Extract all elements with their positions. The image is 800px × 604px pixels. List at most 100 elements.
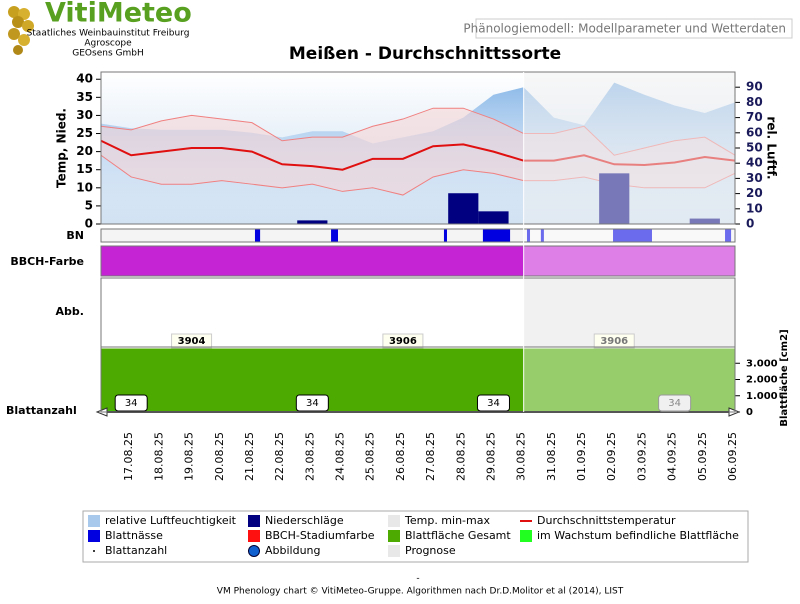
bn-segment bbox=[482, 229, 511, 242]
y-tick-label: 10 bbox=[76, 180, 93, 194]
legend-swatch bbox=[248, 530, 260, 542]
legend-swatch bbox=[88, 530, 100, 542]
row-label: BN bbox=[66, 229, 84, 242]
bn-segment bbox=[254, 229, 261, 242]
legend-swatch bbox=[388, 530, 400, 542]
panel-frame bbox=[100, 228, 736, 243]
y2-tick-label: 90 bbox=[746, 80, 763, 94]
x-tick-label: 24.08.25 bbox=[334, 432, 347, 481]
legend-swatch bbox=[248, 515, 260, 527]
y2-tick-label: 60 bbox=[746, 125, 763, 139]
y-tick-label: 0 bbox=[85, 217, 93, 231]
legend-label: Blattanzahl bbox=[105, 544, 167, 557]
x-tick-label: 22.08.25 bbox=[273, 432, 286, 481]
panel-frame bbox=[100, 346, 736, 413]
bn-segment bbox=[613, 229, 652, 242]
legend-swatch bbox=[520, 530, 532, 542]
bbch-band bbox=[101, 246, 735, 276]
chart: 05101520253035400102030405060708090Temp,… bbox=[6, 71, 790, 557]
x-tick-label: 31.08.25 bbox=[545, 432, 558, 481]
precip-bar bbox=[448, 193, 479, 224]
y-tick-label: 30 bbox=[76, 108, 93, 122]
leaf-count-label: 34 bbox=[125, 398, 138, 409]
leaf-label: 3904 bbox=[178, 336, 206, 347]
x-tick-label: 03.09.25 bbox=[635, 432, 648, 481]
legend-swatch bbox=[88, 515, 100, 527]
leaf-tick-label: 3.000 bbox=[746, 358, 778, 369]
y2-tick-label: 80 bbox=[746, 95, 763, 109]
legend-swatch bbox=[248, 545, 260, 557]
legend-swatch bbox=[388, 515, 400, 527]
bn-segment bbox=[331, 229, 338, 242]
y2-tick-label: 40 bbox=[746, 156, 763, 170]
y2-tick-label: 20 bbox=[746, 186, 763, 200]
leaf-label: 3906 bbox=[600, 336, 628, 347]
leaf-tick-label: 0 bbox=[746, 407, 753, 418]
forecast-overlay bbox=[523, 72, 735, 224]
leaf-label: 3906 bbox=[389, 336, 417, 347]
panel-frame bbox=[100, 71, 736, 225]
org: Staatliches Weinbauinstitut Freiburg bbox=[27, 29, 190, 39]
chart-title: Meißen - Durchschnittssorte bbox=[289, 44, 561, 64]
x-tick-label: 26.08.25 bbox=[394, 432, 407, 481]
precip-bar bbox=[297, 220, 328, 224]
x-tick-label: 06.09.25 bbox=[726, 432, 739, 481]
leaf-label-box bbox=[171, 333, 213, 349]
logo-text: VitiMeteo bbox=[45, 0, 192, 29]
y-tick-label: 35 bbox=[76, 90, 93, 104]
leaf-count-label: 34 bbox=[668, 398, 681, 409]
y-tick-label: 25 bbox=[76, 126, 93, 140]
leaf-count-box bbox=[476, 394, 510, 412]
leaf-tick-label: 1.000 bbox=[746, 391, 778, 402]
footnote: - bbox=[416, 574, 419, 584]
legend-label: BBCH-Stadiumfarbe bbox=[265, 529, 375, 542]
caption: Phänologiemodell: Modellparameter und We… bbox=[463, 22, 786, 36]
y-tick-label: 15 bbox=[76, 162, 93, 176]
legend-swatch bbox=[388, 545, 400, 557]
y2-tick-label: 70 bbox=[746, 110, 763, 124]
y2-axis-label: rel. Luftf. bbox=[765, 116, 779, 179]
x-tick-label: 19.08.25 bbox=[183, 432, 196, 481]
leaf-area bbox=[101, 348, 735, 412]
x-tick-label: 29.08.25 bbox=[484, 432, 497, 481]
y-tick-label: 40 bbox=[76, 72, 93, 86]
row-label: Abb. bbox=[56, 305, 84, 318]
x-tick-label: 18.08.25 bbox=[152, 432, 165, 481]
org: GEOsens GmbH bbox=[72, 49, 143, 59]
leaf-count-box bbox=[658, 394, 692, 412]
y-axis-label: Temp, Nied. bbox=[55, 108, 69, 188]
leaf-count-label: 34 bbox=[306, 398, 319, 409]
legend-label: im Wachstum befindliche Blattfläche bbox=[537, 529, 739, 542]
legend-label: Abbildung bbox=[265, 544, 321, 557]
x-tick-label: 04.09.25 bbox=[666, 432, 679, 481]
bn-segment bbox=[540, 229, 544, 242]
legend-label: Durchschnittstemperatur bbox=[537, 514, 676, 527]
leaf-label-box bbox=[382, 333, 424, 349]
bn-segment bbox=[443, 229, 447, 242]
legend-label: Prognose bbox=[405, 544, 456, 557]
y2-tick-label: 50 bbox=[746, 141, 763, 155]
legend-box bbox=[82, 510, 749, 563]
logo bbox=[8, 6, 34, 55]
leaf-count-label: 34 bbox=[487, 398, 500, 409]
bn-segment bbox=[725, 229, 732, 242]
x-tick-label: 23.08.25 bbox=[303, 432, 316, 481]
x-tick-label: 05.09.25 bbox=[696, 432, 709, 481]
org: Agroscope bbox=[84, 39, 132, 49]
x-tick-label: 01.09.25 bbox=[575, 432, 588, 481]
x-tick-label: 27.08.25 bbox=[424, 432, 437, 481]
caption-box bbox=[475, 18, 793, 39]
y-tick-label: 5 bbox=[85, 198, 93, 212]
leaf-label-box bbox=[593, 333, 635, 349]
leaf-tick-label: 2.000 bbox=[746, 375, 778, 386]
x-tick-label: 20.08.25 bbox=[213, 432, 226, 481]
x-tick-label: 17.08.25 bbox=[122, 432, 135, 481]
legend-label: Temp. min-max bbox=[404, 514, 490, 527]
leaf-count-box bbox=[114, 394, 148, 412]
legend-label: Niederschläge bbox=[265, 514, 344, 527]
y2-tick-label: 10 bbox=[746, 201, 763, 215]
legend-swatch bbox=[93, 550, 95, 552]
legend-label: relative Luftfeuchtigkeit bbox=[105, 514, 237, 527]
panel-frame bbox=[100, 245, 736, 277]
